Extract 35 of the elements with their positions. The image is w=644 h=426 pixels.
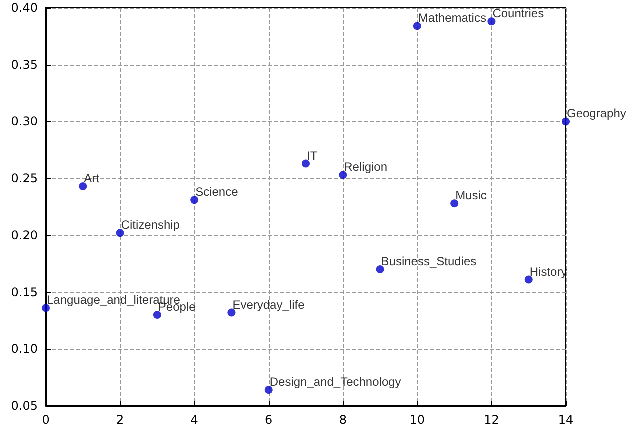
point	[302, 160, 310, 168]
x-tick-label: 8	[339, 413, 347, 426]
x-tick-label: 12	[484, 413, 500, 426]
annotation: Design_and_Technology	[270, 375, 402, 390]
x-tick-label: 6	[265, 413, 273, 426]
x-tick-label: 0	[42, 413, 50, 426]
annotation: Science	[196, 185, 239, 200]
annotation: Religion	[344, 160, 388, 174]
x-tick-label: 14	[558, 413, 574, 426]
y-tick-label: 0.15	[11, 285, 38, 300]
point	[413, 22, 422, 30]
annotation: Music	[456, 188, 487, 203]
point	[488, 18, 496, 26]
point	[450, 200, 459, 208]
point	[79, 182, 88, 191]
annotation: Art	[84, 172, 100, 186]
x-tick-label: 4	[190, 413, 198, 426]
y-tick-label: 0.30	[11, 114, 38, 129]
y-tick-label: 0.20	[11, 228, 38, 242]
annotation: Everyday_life	[232, 298, 306, 312]
point	[42, 304, 50, 312]
annotation: Countries	[492, 6, 544, 21]
point	[190, 196, 199, 204]
y-tick-label: 0.10	[11, 342, 38, 356]
x-tick-label: 10	[410, 413, 426, 426]
annotation: Mathematics	[418, 11, 486, 26]
y-tick-label: 0.40	[11, 1, 38, 15]
annotation: Business_Studies	[381, 254, 477, 269]
annotation: Geography	[567, 106, 626, 121]
y-tick-label: 0.05	[11, 399, 38, 413]
annotation: Citizenship	[121, 218, 180, 232]
x-tick-label: 2	[116, 413, 124, 426]
annotation: IT	[307, 148, 318, 163]
y-tick-label: 0.25	[11, 172, 38, 186]
y-tick-label: 0.35	[11, 58, 38, 72]
